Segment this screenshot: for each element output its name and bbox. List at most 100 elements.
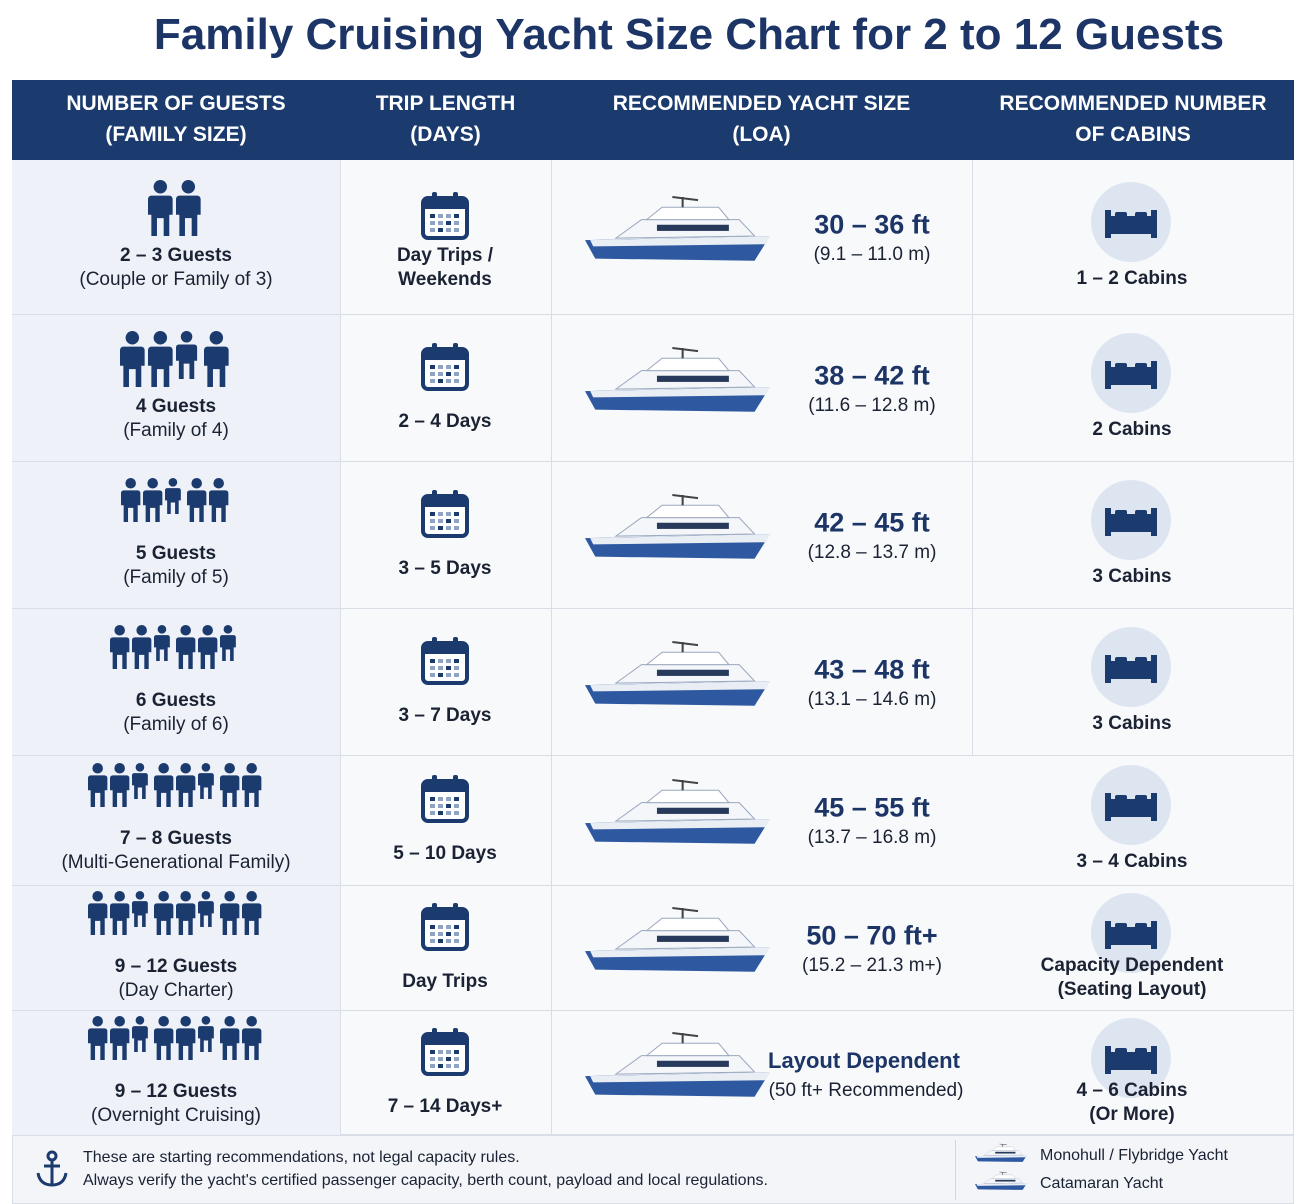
col-line <box>972 160 973 755</box>
cabins-text: 3 Cabins <box>1092 565 1172 587</box>
col-line <box>340 160 341 1135</box>
guests-text: 5 Guests <box>135 542 217 564</box>
yacht-metric: (15.2 – 21.3 m+) <box>802 954 942 976</box>
header-text: RECOMMENDED YACHT SIZE <box>612 92 911 115</box>
header-text: RECOMMENDED NUMBER <box>999 92 1267 115</box>
cabins-text: 1 – 2 Cabins <box>1076 268 1188 289</box>
row-line <box>12 885 1294 886</box>
header-text: TRIP LENGTH <box>375 92 516 115</box>
cabins-text: 2 Cabins <box>1092 418 1172 440</box>
guests-text: 9 – 12 Guests <box>114 1080 238 1102</box>
trip-text: 2 – 4 Days <box>398 410 492 432</box>
cabins-text: (Or More) <box>1089 1103 1175 1125</box>
guests-text: 9 – 12 Guests <box>114 955 238 977</box>
people-icon <box>88 1015 262 1060</box>
yacht-icon <box>585 640 770 706</box>
cabins-text: Capacity Dependent <box>1040 954 1224 976</box>
row-line <box>12 755 1294 756</box>
header-text: (FAMILY SIZE) <box>105 123 247 146</box>
legend-yacht <box>975 1171 1027 1190</box>
trip-text: Day Trips <box>402 970 488 992</box>
header-text: (LOA) <box>732 123 791 146</box>
guests-text: 4 Guests <box>135 395 217 417</box>
calendar-icon <box>421 192 469 240</box>
guests-text: (Family of 4) <box>123 419 229 441</box>
row-line <box>12 314 1294 315</box>
guests-text: (Multi-Generational Family) <box>61 852 291 873</box>
yacht-icon <box>585 778 770 844</box>
yacht-metric: (13.7 – 16.8 m) <box>807 827 937 848</box>
anchor-icon <box>36 1150 68 1187</box>
yacht-size: 30 – 36 ft <box>814 209 930 240</box>
header-text: OF CABINS <box>1075 123 1191 146</box>
calendar-icon <box>421 342 469 391</box>
people-icon <box>88 763 262 807</box>
header-text: NUMBER OF GUESTS <box>66 92 286 115</box>
yacht-icon <box>585 1031 770 1097</box>
header-text: (DAYS) <box>410 123 481 146</box>
title: Family Cruising Yacht Size Chart for 2 t… <box>153 10 1225 59</box>
yacht-metric: (11.6 – 12.8 m) <box>808 394 936 416</box>
trip-text: 5 – 10 Days <box>393 843 497 864</box>
calendar-icon <box>421 1027 469 1076</box>
trip-text: Day Trips / <box>396 245 494 266</box>
calendar-icon <box>421 636 469 685</box>
yacht-icon <box>585 195 770 261</box>
yacht-metric: (12.8 – 13.7 m) <box>807 541 937 563</box>
bed-icon <box>1091 479 1171 560</box>
yacht-size: 45 – 55 ft <box>814 792 930 823</box>
cabins-text: (Seating Layout) <box>1057 978 1207 1000</box>
yacht-icon <box>585 493 770 559</box>
guests-text: 2 – 3 Guests <box>120 245 232 266</box>
yacht-metric: (50 ft+ Recommended) <box>768 1079 964 1101</box>
legend-text: Monohull / Flybridge Yacht <box>1040 1147 1228 1164</box>
bed-icon <box>1091 1017 1171 1098</box>
yacht-size: Layout Dependent <box>768 1047 960 1073</box>
trip-text: Weekends <box>398 269 492 290</box>
guests-text: (Couple or Family of 3) <box>79 269 273 290</box>
guests-text: (Day Charter) <box>118 979 234 1001</box>
guests-text: 6 Guests <box>135 689 217 711</box>
people-icon <box>110 624 236 669</box>
col-line <box>551 160 552 1135</box>
cabins-text: 4 – 6 Cabins <box>1076 1079 1188 1101</box>
bed-icon <box>1091 765 1171 845</box>
header-bar <box>12 80 1294 160</box>
footer-divider <box>955 1140 956 1200</box>
footer <box>12 1135 1294 1204</box>
yacht-metric: (9.1 – 11.0 m) <box>813 244 931 265</box>
row-line <box>12 461 1294 462</box>
cabins-text: 3 – 4 Cabins <box>1076 851 1188 872</box>
calendar-icon <box>421 775 469 823</box>
bed-icon <box>1091 626 1171 707</box>
calendar-icon <box>421 902 469 951</box>
row-line <box>12 1010 1294 1011</box>
note-text: These are starting recommendations, not … <box>83 1149 520 1166</box>
bed-icon <box>1091 182 1171 262</box>
yacht-size: 43 – 48 ft <box>814 654 930 684</box>
yacht-size: 42 – 45 ft <box>814 507 930 537</box>
yacht-size: 50 – 70 ft+ <box>806 920 938 950</box>
guests-text: (Family of 5) <box>123 566 229 588</box>
guests-text: (Overnight Cruising) <box>91 1104 261 1126</box>
trip-text: 3 – 5 Days <box>398 557 492 579</box>
bed-icon <box>1091 892 1171 973</box>
people-icon <box>88 890 262 935</box>
yacht-metric: (13.1 – 14.6 m) <box>807 688 937 710</box>
cabins-text: 3 Cabins <box>1092 712 1172 734</box>
bed-icon <box>1091 332 1171 413</box>
row-line <box>12 608 1294 609</box>
people-icon <box>120 330 229 387</box>
calendar-icon <box>421 489 469 538</box>
guests-text: 7 – 8 Guests <box>120 828 232 849</box>
yacht-icon <box>585 906 770 972</box>
trip-text: 3 – 7 Days <box>398 704 492 726</box>
yacht-icon <box>585 346 770 412</box>
legend-text: Catamaran Yacht <box>1040 1175 1164 1192</box>
people-icon <box>121 477 229 522</box>
legend-yacht <box>975 1143 1027 1162</box>
trip-text: 7 – 14 Days+ <box>387 1095 503 1117</box>
note-text: Always verify the yacht's certified pass… <box>83 1172 768 1189</box>
guests-text: (Family of 6) <box>123 713 229 735</box>
